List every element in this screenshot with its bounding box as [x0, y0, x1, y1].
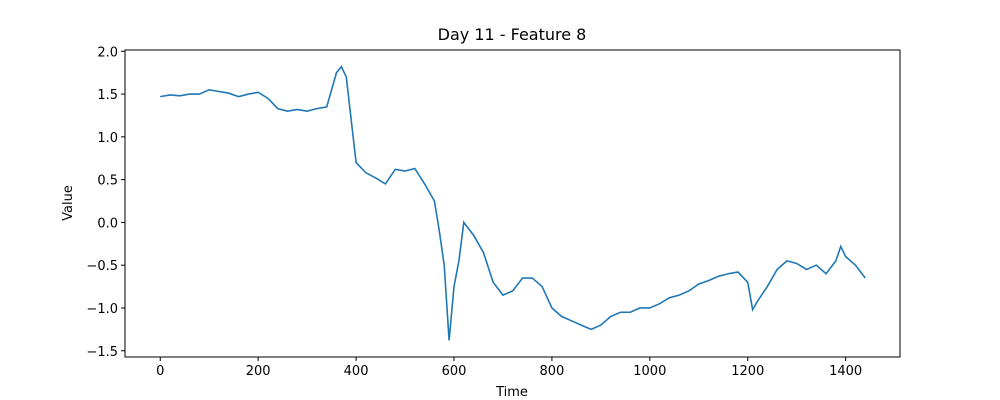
x-tick-label: 1200 [731, 364, 764, 379]
y-tick-label: 1.0 [97, 131, 118, 146]
x-tick-label: 0 [156, 364, 164, 379]
y-tick-label: −1.0 [86, 302, 118, 317]
y-tick-label: 2.0 [97, 45, 118, 60]
y-tick-label: −1.5 [86, 345, 118, 360]
y-tick-label: 1.5 [97, 88, 118, 103]
chart-title: Day 11 - Feature 8 [438, 25, 587, 44]
data-line [160, 65, 866, 341]
plot-frame [124, 49, 901, 358]
x-tick-label: 800 [539, 364, 564, 379]
x-axis-label: Time [495, 385, 528, 400]
y-tick-label: 0.0 [97, 216, 118, 231]
x-tick-label: 400 [344, 364, 369, 379]
x-tick-label: 600 [442, 364, 467, 379]
x-tick-label: 1000 [633, 364, 666, 379]
y-axis-label: Value [61, 185, 76, 221]
x-tick-label: 1400 [829, 364, 862, 379]
x-tick-label: 200 [246, 364, 271, 379]
y-tick-label: −0.5 [86, 259, 118, 274]
y-tick-label: 0.5 [97, 174, 118, 189]
